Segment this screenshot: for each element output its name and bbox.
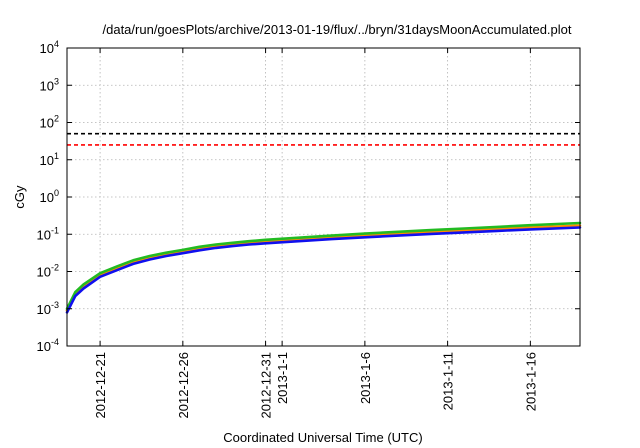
x-tick-label: 2012-12-21 xyxy=(93,352,108,419)
x-tick-label: 2013-1-16 xyxy=(523,352,538,411)
series-line xyxy=(65,226,582,314)
x-tick-label: 2013-1-6 xyxy=(358,352,373,404)
x-axis-label: Coordinated Universal Time (UTC) xyxy=(223,430,422,445)
series-line xyxy=(65,221,582,311)
x-tick-label: 2012-12-26 xyxy=(176,352,191,419)
x-tick-label: 2013-1-1 xyxy=(275,352,290,404)
series-line xyxy=(65,224,582,312)
y-tick-label: 10-2 xyxy=(37,263,59,280)
y-tick-labels: 10-4 10-3 10-2 10-1 100 101 102 103 104 xyxy=(37,39,59,354)
x-tick-labels: 2012-12-21 2012-12-26 2012-12-31 2013-1-1 20… xyxy=(93,352,538,419)
reference-lines xyxy=(67,132,580,146)
y-tick-label: 104 xyxy=(40,39,59,56)
tick-layer xyxy=(67,47,580,347)
y-axis-label: cGy xyxy=(12,185,27,209)
grid-layer xyxy=(67,48,580,346)
y-tick-label: 100 xyxy=(40,188,59,205)
y-tick-label: 10-3 xyxy=(37,300,59,317)
y-tick-label: 10-1 xyxy=(37,225,59,242)
y-tick-label: 10-4 xyxy=(37,337,59,354)
y-tick-label: 102 xyxy=(40,114,59,131)
x-tick-label: 2013-1-11 xyxy=(441,352,456,410)
chart-title: /data/run/goesPlots/archive/2013-01-19/f… xyxy=(103,22,572,37)
x-tick-label: 2012-12-31 xyxy=(259,352,274,419)
y-tick-label: 103 xyxy=(40,76,59,93)
series-layer xyxy=(65,221,582,314)
y-tick-label: 101 xyxy=(40,151,59,168)
